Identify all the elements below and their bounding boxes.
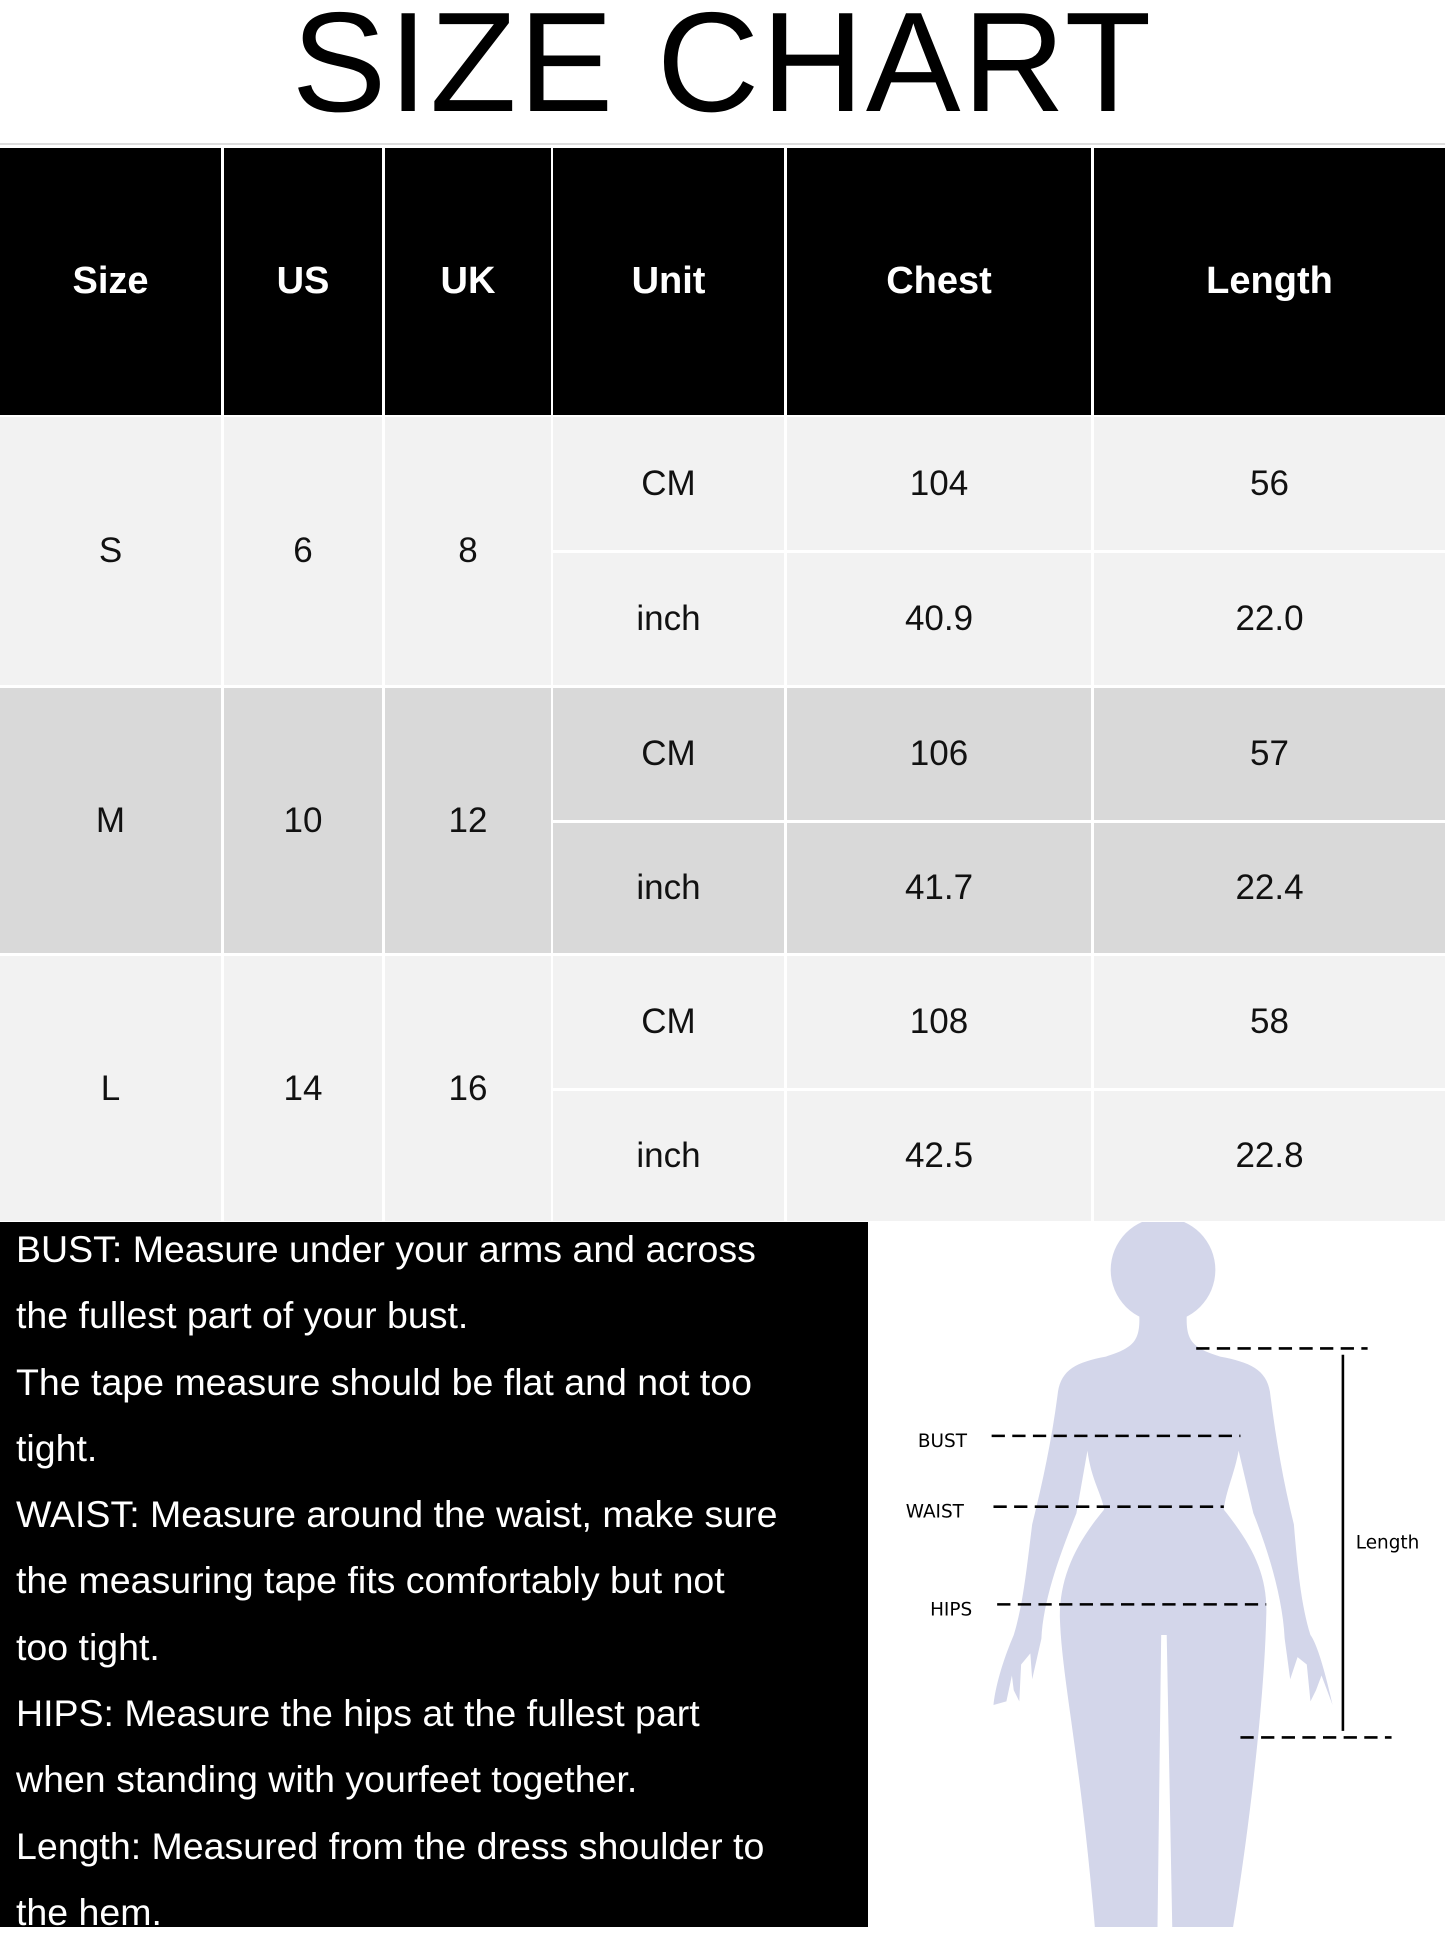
length-cell: 22.8 [1094,1091,1445,1221]
chest-cell: 41.7 [787,823,1091,953]
length-label: Length [1356,1532,1420,1553]
size-cell: M [0,688,221,953]
header-us: US [224,148,382,415]
size-cell: S [0,417,221,685]
header-size: Size [0,148,221,415]
instruction-line: too tight. [16,1625,160,1668]
instruction-line: Length: Measured from the dress shoulder… [16,1824,765,1867]
unit-cell: inch [553,823,784,953]
instruction-line: the measuring tape fits comfortably but … [16,1559,725,1602]
length-cell: 57 [1094,688,1445,820]
uk-size-cell: 16 [385,956,551,1221]
length-cell: 56 [1094,417,1445,550]
bust-label: BUST [918,1431,968,1452]
length-cell: 58 [1094,956,1445,1088]
chest-cell: 42.5 [787,1091,1091,1221]
unit-cell: CM [553,417,784,550]
us-size-cell: 14 [224,956,382,1221]
length-cell: 22.4 [1094,823,1445,953]
instruction-line: HIPS: Measure the hips at the fullest pa… [16,1692,700,1735]
hips-label: HIPS [930,1599,972,1620]
uk-size-cell: 12 [385,688,551,953]
measurement-instructions: BUST: Measure under your arms and across… [0,1222,868,1933]
instruction-line: WAIST: Measure around the waist, make su… [16,1493,778,1536]
size-cell: L [0,956,221,1221]
length-cell: 22.0 [1094,553,1445,685]
header-unit: Unit [553,148,784,415]
chest-cell: 108 [787,956,1091,1088]
waist-label: WAIST [906,1502,965,1523]
unit-cell: inch [553,1091,784,1221]
unit-cell: CM [553,956,784,1088]
chest-cell: 104 [787,417,1091,550]
instruction-line: BUST: Measure under your arms and across [16,1228,756,1270]
header-uk: UK [385,148,551,415]
instruction-line: tight. [16,1426,98,1469]
body-silhouette [993,1222,1333,1927]
instruction-line: the hem. [16,1890,162,1933]
uk-size-cell: 8 [385,417,551,685]
chest-cell: 106 [787,688,1091,820]
instruction-line: the fullest part of your bust. [16,1294,469,1337]
us-size-cell: 6 [224,417,382,685]
size-table: Size US UK Unit Chest Length S 6 8 CM 104 56 inch 40.… [0,143,1445,1224]
body-measurement-diagram: BUST WAIST HIPS Length [906,1222,1420,1927]
chest-cell: 40.9 [787,553,1091,685]
us-size-cell: 10 [224,688,382,953]
unit-cell: inch [553,553,784,685]
instruction-line: when standing with yourfeet together. [16,1758,638,1801]
header-length: Length [1094,148,1445,415]
page-title: SIZE CHART [291,0,1154,142]
unit-cell: CM [553,688,784,820]
instruction-line: The tape measure should be flat and not … [16,1360,752,1403]
header-chest: Chest [787,148,1091,415]
